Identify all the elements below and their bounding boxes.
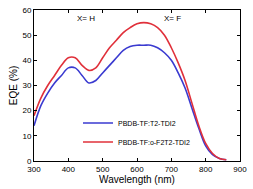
svg-text:50: 50 [22, 31, 31, 40]
svg-text:400: 400 [62, 165, 76, 174]
svg-text:0: 0 [27, 157, 32, 166]
svg-text:EQE (%): EQE (%) [8, 66, 19, 105]
svg-text:PBDB-TF:T2-TDI2: PBDB-TF:T2-TDI2 [118, 120, 176, 127]
svg-text:X= F: X= F [164, 14, 181, 23]
svg-text:X= H: X= H [77, 14, 95, 23]
svg-text:40: 40 [22, 56, 31, 65]
svg-text:700: 700 [165, 165, 179, 174]
svg-text:Wavelength (nm): Wavelength (nm) [99, 174, 175, 185]
svg-text:300: 300 [27, 165, 41, 174]
svg-text:60: 60 [22, 6, 31, 15]
svg-text:800: 800 [199, 165, 213, 174]
svg-text:600: 600 [130, 165, 144, 174]
svg-text:PBDB-TF:o-F2T2-TDI2: PBDB-TF:o-F2T2-TDI2 [118, 139, 190, 146]
svg-text:900: 900 [233, 165, 247, 174]
svg-text:20: 20 [22, 106, 31, 115]
svg-text:500: 500 [96, 165, 110, 174]
svg-text:30: 30 [22, 81, 31, 90]
svg-text:10: 10 [22, 132, 31, 141]
